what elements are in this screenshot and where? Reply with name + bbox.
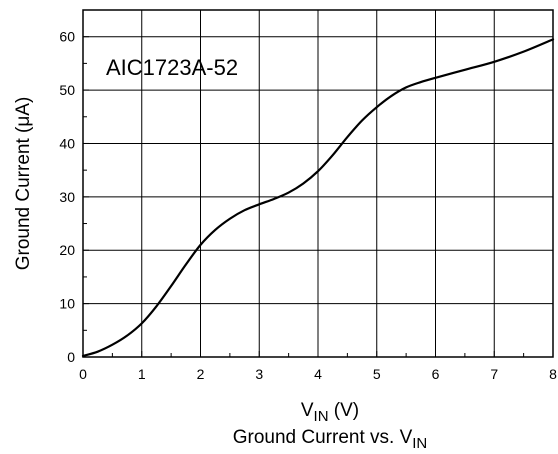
y-axis-ticks: 0 10 20 30 40 50 60 [59, 29, 89, 365]
x-tick-label: 7 [490, 366, 498, 382]
y-tick-label: 10 [59, 296, 75, 312]
y-tick-label: 0 [67, 349, 75, 365]
x-tick-label: 4 [314, 366, 322, 382]
x-axis-title: VIN (V) [301, 400, 359, 425]
x-tick-label: 8 [549, 366, 557, 382]
y-axis-title: Ground Current (μA) [13, 97, 34, 271]
x-axis-title-subscript: IN [314, 408, 329, 425]
series-line-ground-current [81, 38, 555, 358]
plot-frame [82, 9, 554, 358]
chart-title-subscript: IN [412, 435, 427, 452]
chart-title: Ground Current vs. VIN [233, 427, 428, 452]
x-tick-label: 5 [373, 366, 381, 382]
x-axis-title-v: V [301, 400, 314, 421]
y-tick-label: 60 [59, 29, 75, 45]
grid-lines [82, 10, 554, 358]
y-tick-label: 40 [59, 135, 75, 151]
x-tick-label: 3 [255, 366, 263, 382]
x-tick-label: 0 [79, 366, 87, 382]
x-axis-title-unit: (V) [329, 400, 360, 421]
y-tick-label: 30 [59, 189, 75, 205]
y-tick-label: 20 [59, 242, 75, 258]
x-tick-label: 2 [197, 366, 205, 382]
x-tick-label: 6 [432, 366, 440, 382]
x-tick-label: 1 [138, 366, 146, 382]
y-tick-label: 50 [59, 82, 75, 98]
chart-title-main: Ground Current vs. V [233, 427, 413, 448]
x-axis-ticks: 0 1 2 3 4 5 6 7 8 [79, 351, 557, 382]
chart-annotation: AIC1723A-52 [106, 55, 238, 80]
